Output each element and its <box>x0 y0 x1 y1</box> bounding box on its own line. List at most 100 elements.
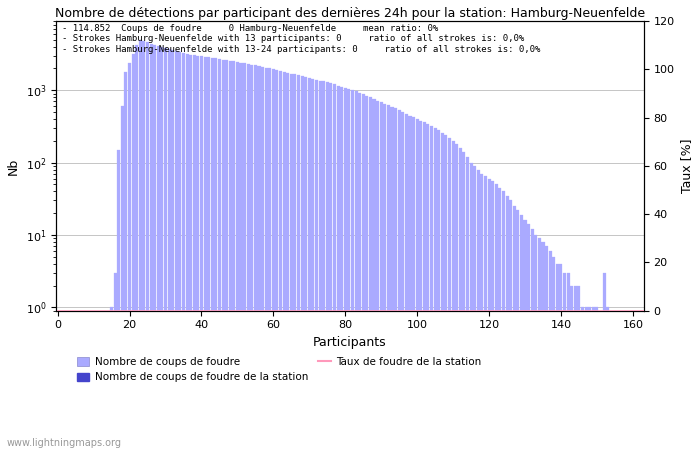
Bar <box>387 105 390 450</box>
Bar <box>290 73 293 450</box>
Bar <box>337 86 340 450</box>
Bar <box>438 130 440 450</box>
Bar <box>132 54 134 450</box>
Bar <box>491 181 494 450</box>
Bar <box>362 94 365 450</box>
Bar <box>502 191 505 450</box>
Bar <box>405 114 408 450</box>
Bar <box>556 264 559 450</box>
Bar <box>200 56 203 450</box>
Bar <box>160 47 163 450</box>
Bar <box>584 307 588 450</box>
Bar <box>142 41 146 450</box>
Bar <box>517 210 519 450</box>
Bar <box>498 188 501 450</box>
Bar <box>196 56 200 450</box>
Bar <box>398 110 400 450</box>
Bar <box>146 42 149 450</box>
Bar <box>512 206 516 450</box>
Bar <box>473 166 476 450</box>
Bar <box>448 138 451 450</box>
Bar <box>300 76 304 450</box>
Bar <box>552 257 555 450</box>
Bar <box>254 65 257 450</box>
Bar <box>480 174 484 450</box>
Bar <box>150 44 153 450</box>
Bar <box>358 93 361 450</box>
Bar <box>344 88 346 450</box>
Bar <box>182 53 185 450</box>
Y-axis label: Taux [%]: Taux [%] <box>680 139 693 193</box>
Bar <box>304 77 307 450</box>
Bar <box>408 116 412 450</box>
Bar <box>164 48 167 450</box>
Bar <box>286 72 289 450</box>
Bar <box>487 179 491 450</box>
Bar <box>419 121 422 450</box>
Bar <box>178 52 181 450</box>
Bar <box>470 162 473 450</box>
Bar <box>113 273 117 450</box>
Bar <box>340 87 343 450</box>
Bar <box>588 307 592 450</box>
Bar <box>175 51 178 450</box>
Bar <box>563 273 566 450</box>
Title: Nombre de détections par participant des dernières 24h pour la station: Hamburg-: Nombre de détections par participant des… <box>55 7 645 20</box>
Bar <box>441 133 444 450</box>
Bar <box>251 65 253 450</box>
Bar <box>384 104 386 450</box>
Bar <box>229 61 232 450</box>
Bar <box>193 55 196 450</box>
Bar <box>538 238 541 450</box>
Bar <box>430 126 433 450</box>
Bar <box>268 68 272 450</box>
Bar <box>135 45 139 450</box>
Bar <box>117 150 120 450</box>
Bar <box>534 235 538 450</box>
Bar <box>444 135 447 450</box>
Bar <box>531 230 533 450</box>
Bar <box>379 102 383 450</box>
Bar <box>365 96 368 450</box>
Bar <box>458 148 462 450</box>
Bar <box>574 286 577 450</box>
Bar <box>581 307 584 450</box>
Bar <box>509 200 512 450</box>
Bar <box>606 307 609 450</box>
Bar <box>423 122 426 450</box>
Bar <box>272 69 275 450</box>
Bar <box>592 307 595 450</box>
Bar <box>505 196 509 450</box>
Bar <box>566 273 570 450</box>
Bar <box>186 54 188 450</box>
Legend: Nombre de coups de foudre, Nombre de coups de foudre de la station, Taux de foud: Nombre de coups de foudre, Nombre de cou… <box>73 353 486 387</box>
Bar <box>121 106 124 450</box>
Text: www.lightningmaps.org: www.lightningmaps.org <box>7 438 122 448</box>
Bar <box>570 286 573 450</box>
Bar <box>232 61 235 450</box>
Bar <box>125 72 127 450</box>
Bar <box>322 81 326 450</box>
Bar <box>347 89 351 450</box>
Bar <box>452 141 454 450</box>
Bar <box>293 74 297 450</box>
Bar <box>211 58 214 450</box>
Bar <box>243 63 246 450</box>
Bar <box>318 81 321 450</box>
Bar <box>283 72 286 450</box>
Bar <box>214 58 218 450</box>
Bar <box>225 60 228 450</box>
Bar <box>527 225 530 450</box>
Bar <box>477 170 480 450</box>
Bar <box>315 80 318 450</box>
Bar <box>157 46 160 450</box>
Bar <box>455 144 458 450</box>
Bar <box>312 79 314 450</box>
Bar <box>578 286 580 450</box>
Bar <box>391 107 393 450</box>
Bar <box>207 57 210 450</box>
Bar <box>463 152 466 450</box>
Bar <box>110 307 113 450</box>
Bar <box>308 78 311 450</box>
Bar <box>172 50 174 450</box>
